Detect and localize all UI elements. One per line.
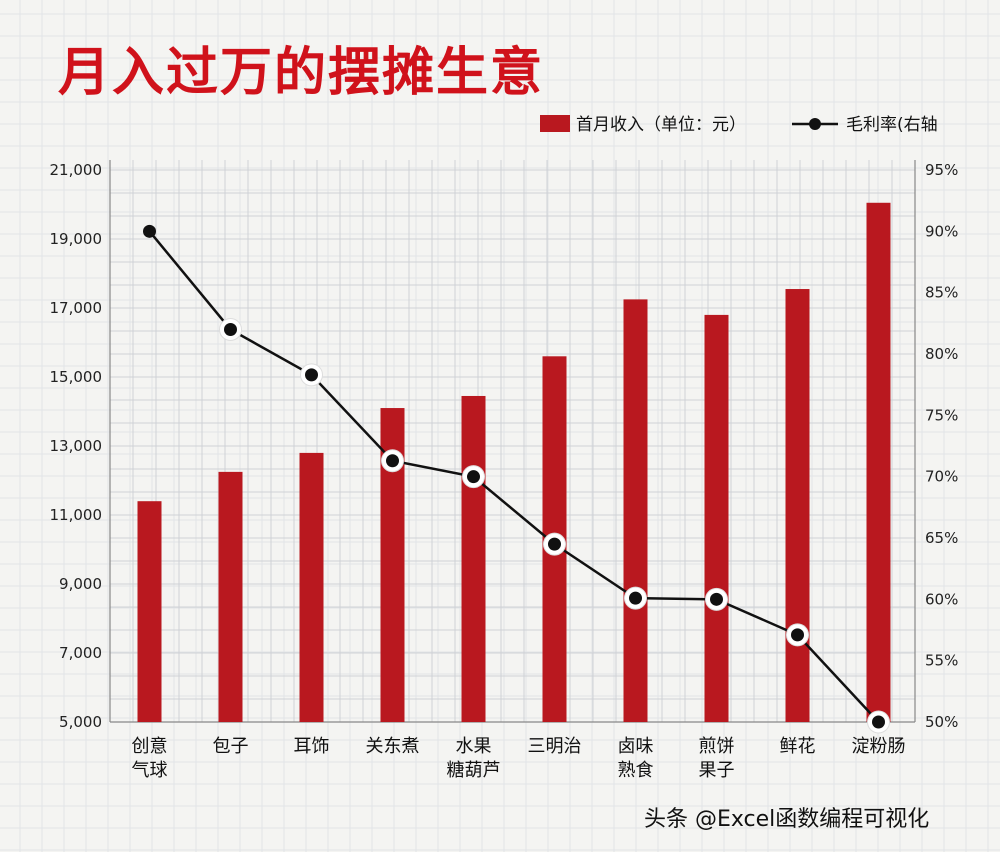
line-point: [224, 322, 237, 336]
line-point: [548, 537, 561, 551]
category-label: 煎饼: [699, 736, 735, 757]
category-label: 关东煮: [366, 736, 420, 757]
line-point: [143, 224, 156, 238]
legend-bar-label: 首月收入（单位：元）: [576, 115, 746, 135]
left-tick-label: 5,000: [59, 713, 102, 731]
legend: 首月收入（单位：元） 毛利率(右轴: [540, 115, 938, 135]
category-label: 气球: [132, 760, 168, 781]
line-point: [872, 715, 885, 729]
category-label: 包子: [213, 736, 249, 757]
category-label: 耳饰: [294, 736, 330, 757]
bar: [866, 202, 891, 722]
left-tick-label: 19,000: [50, 230, 103, 248]
bar: [785, 289, 810, 722]
right-tick-label: 70%: [925, 468, 958, 486]
right-tick-label: 85%: [925, 284, 958, 302]
line-point: [386, 454, 399, 468]
category-label: 卤味: [618, 736, 654, 757]
bar: [218, 471, 243, 722]
category-label: 水果: [456, 736, 492, 757]
bar: [704, 314, 729, 722]
left-tick-label: 21,000: [50, 161, 103, 179]
right-tick-label: 55%: [925, 652, 958, 670]
line-points: [143, 224, 890, 734]
category-label: 糖葫芦: [447, 760, 501, 781]
right-tick-label: 90%: [925, 222, 958, 240]
left-tick-label: 17,000: [50, 299, 103, 317]
right-tick-label: 75%: [925, 406, 958, 424]
chart-title: 月入过万的摆摊生意: [58, 43, 544, 103]
right-axis: 50% 55% 60% 65% 70% 75% 80% 85% 90% 95%: [925, 161, 958, 731]
margin-line: [148, 230, 880, 723]
category-label: 淀粉肠: [852, 736, 906, 757]
right-tick-label: 80%: [925, 345, 958, 363]
category-label: 创意: [132, 736, 168, 757]
category-label: 熟食: [618, 760, 654, 781]
bar: [461, 395, 486, 722]
line-point: [629, 591, 642, 605]
bar: [299, 452, 324, 722]
bar-series: [137, 202, 891, 722]
legend-bar-swatch: [540, 115, 570, 132]
line-point: [791, 628, 804, 642]
left-tick-label: 9,000: [59, 575, 102, 593]
legend-line-label: 毛利率(右轴: [846, 115, 938, 135]
left-tick-label: 13,000: [50, 437, 103, 455]
category-label: 鲜花: [780, 736, 816, 757]
line-point: [710, 592, 723, 606]
right-tick-label: 50%: [925, 713, 958, 731]
watermark: 头条 @Excel函数编程可视化: [644, 807, 929, 832]
line-point: [305, 368, 318, 382]
right-tick-label: 60%: [925, 590, 958, 608]
bar: [137, 501, 162, 722]
left-tick-label: 7,000: [59, 644, 102, 662]
bar: [623, 299, 648, 722]
line-point: [467, 470, 480, 484]
left-tick-label: 11,000: [50, 506, 103, 524]
right-tick-label: 95%: [925, 161, 958, 179]
category-label: 三明治: [528, 736, 582, 757]
left-tick-label: 15,000: [50, 368, 103, 386]
category-label: 果子: [699, 760, 735, 781]
legend-line-marker: [809, 118, 821, 130]
plot-gridlines: [109, 160, 916, 723]
right-tick-label: 65%: [925, 529, 958, 547]
left-axis: 5,000 7,000 9,000 11,000 13,000 15,000 17,000 1…: [50, 161, 103, 731]
